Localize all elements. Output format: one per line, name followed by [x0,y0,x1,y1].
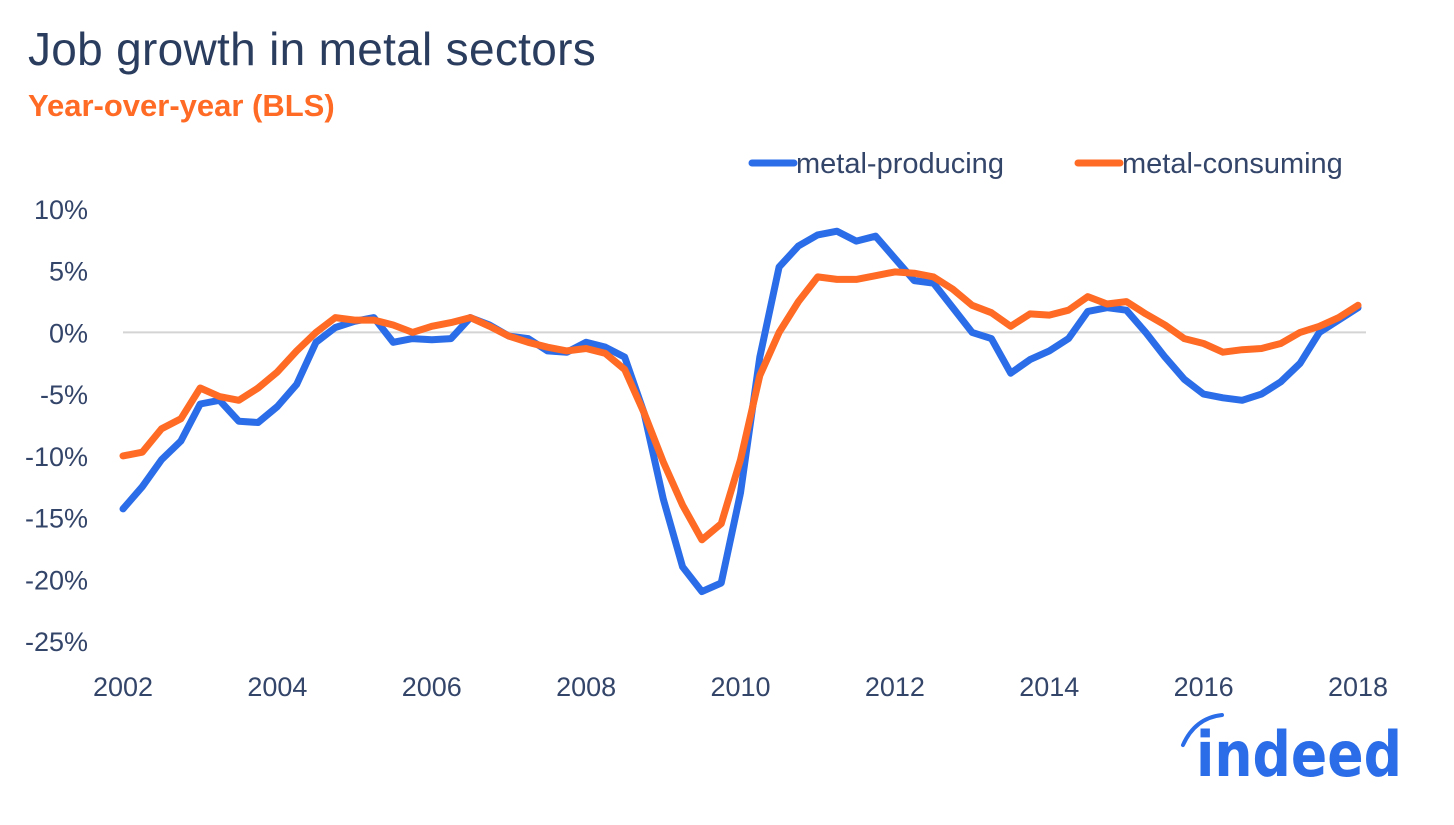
legend-item-metal-consuming: metal-consuming [1074,148,1343,180]
logo-text: indeed [1196,718,1402,791]
legend-label: metal-consuming [1122,148,1343,180]
y-tick-label: -20% [25,565,88,595]
y-tick-label: -10% [25,442,88,472]
x-tick-label: 2004 [247,672,307,702]
x-tick-label: 2014 [1019,672,1079,702]
y-tick-label: 5% [49,257,88,287]
y-tick-label: -25% [25,627,88,657]
x-tick-label: 2010 [710,672,770,702]
x-tick-label: 2012 [865,672,925,702]
series-line-metal-consuming [119,268,1362,544]
chart-title: Job growth in metal sectors [28,23,597,75]
x-tick-label: 2002 [93,672,153,702]
y-tick-label: -15% [25,504,88,534]
x-tick-label: 2016 [1174,672,1234,702]
legend-label: metal-producing [796,148,1004,180]
legend-item-metal-producing: metal-producing [748,148,1004,180]
x-tick-label: 2008 [556,672,616,702]
series-line-metal-producing [119,227,1362,596]
y-tick-label: 0% [49,318,88,348]
indeed-logo: indeed [1181,713,1402,791]
x-tick-label: 2006 [402,672,462,702]
y-tick-label: 10% [34,195,88,225]
logo-arc-icon [1181,713,1224,747]
chart-subtitle: Year-over-year (BLS) [28,88,335,123]
x-tick-label: 2018 [1328,672,1388,702]
y-tick-label: -5% [40,380,88,410]
